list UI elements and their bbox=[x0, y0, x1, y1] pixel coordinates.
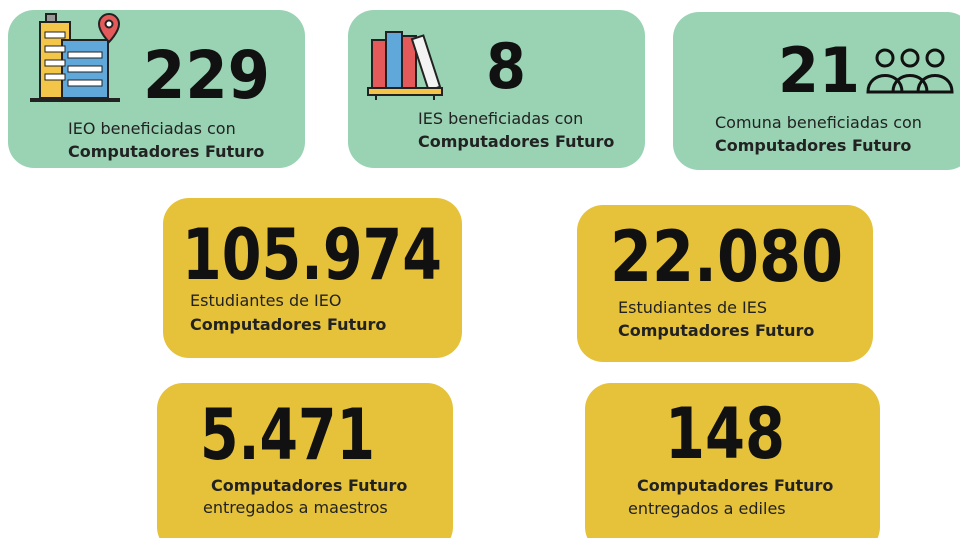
caption-line: entregados a ediles bbox=[628, 499, 786, 518]
stat-number: 148 bbox=[665, 393, 785, 475]
card bbox=[157, 383, 453, 538]
caption-line: Computadores Futuro bbox=[68, 142, 264, 161]
building-icon bbox=[30, 12, 121, 102]
card bbox=[577, 205, 873, 362]
stat-number: 22.080 bbox=[610, 216, 843, 298]
caption-line: Computadores Futuro bbox=[637, 476, 833, 495]
stat-number: 21 bbox=[778, 34, 860, 107]
caption-line: Comuna beneficiadas con bbox=[715, 113, 922, 132]
caption-line: Computadores Futuro bbox=[618, 321, 814, 340]
caption-line: Estudiantes de IES bbox=[618, 298, 767, 317]
caption-line: Computadores Futuro bbox=[418, 132, 614, 151]
caption-line: Computadores Futuro bbox=[190, 315, 386, 334]
caption-line: IEO beneficiadas con bbox=[68, 119, 236, 138]
stat-number: 105.974 bbox=[182, 214, 442, 296]
card bbox=[585, 383, 880, 538]
people-icon bbox=[866, 48, 954, 94]
books-icon bbox=[367, 31, 443, 100]
caption-line: Computadores Futuro bbox=[211, 476, 407, 495]
stat-number: 5.471 bbox=[200, 394, 375, 476]
caption-line: IES beneficiadas con bbox=[418, 109, 583, 128]
card bbox=[163, 198, 462, 358]
stat-number: 8 bbox=[486, 30, 526, 103]
caption-line: entregados a maestros bbox=[203, 498, 388, 517]
stat-number: 229 bbox=[143, 37, 270, 114]
caption-line: Computadores Futuro bbox=[715, 136, 911, 155]
caption-line: Estudiantes de IEO bbox=[190, 291, 341, 310]
